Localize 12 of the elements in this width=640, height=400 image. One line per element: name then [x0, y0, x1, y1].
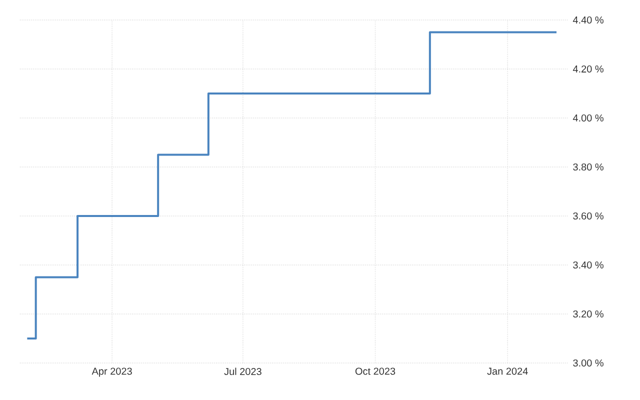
- x-tick-label: Oct 2023: [355, 368, 396, 375]
- y-tick-label: 4.40 %: [572, 16, 604, 24]
- y-tick-label: 3.40 %: [573, 261, 604, 269]
- y-tick-label: 4.00 %: [572, 114, 604, 122]
- x-tick-label: Apr 2023: [92, 368, 132, 377]
- y-tick-label: 3.60 %: [573, 212, 604, 220]
- x-tick-label: Jul 2023: [224, 368, 262, 376]
- y-tick-label: 3.80 %: [573, 163, 604, 171]
- y-tick-label: 3.00 %: [573, 359, 604, 367]
- x-tick-label: Jan 2024: [487, 368, 528, 375]
- y-tick-label: 3.20 %: [573, 310, 604, 318]
- y-tick-label: 4.20 %: [572, 65, 604, 73]
